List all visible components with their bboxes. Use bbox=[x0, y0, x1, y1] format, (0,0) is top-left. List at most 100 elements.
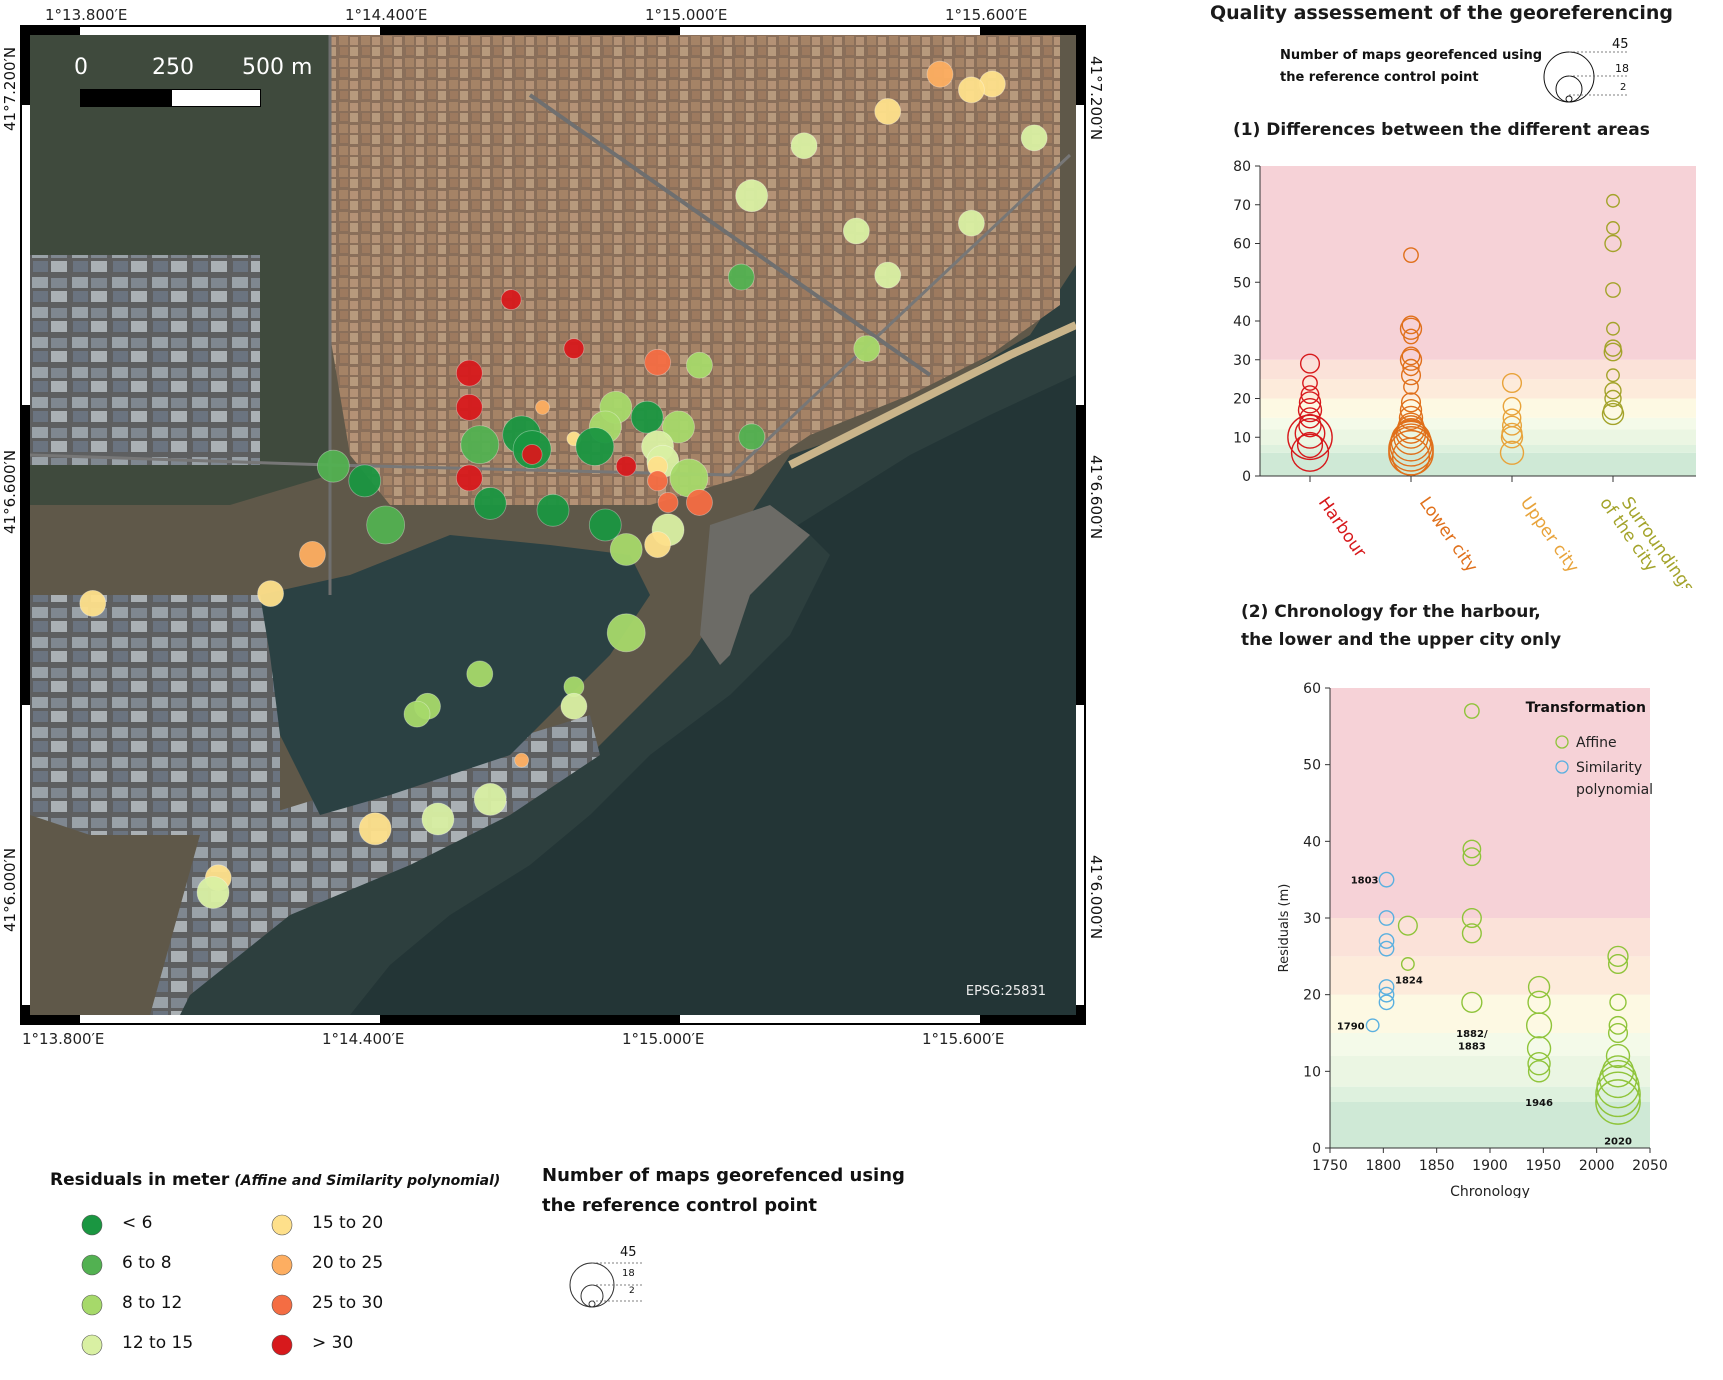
chart2-y-tick-label: 20 bbox=[1303, 988, 1321, 1004]
chart2-point bbox=[1378, 940, 1395, 957]
chart1-y-tick-label: 70 bbox=[1233, 198, 1251, 214]
residual-point bbox=[735, 179, 769, 213]
chart1-point bbox=[1403, 328, 1419, 345]
chart1-point bbox=[1606, 221, 1620, 235]
chart2-y-tick-label: 60 bbox=[1303, 681, 1321, 697]
chart1-band bbox=[1260, 445, 1696, 453]
residual-point bbox=[588, 508, 622, 542]
residual-point bbox=[455, 359, 483, 387]
size-legend-circles bbox=[569, 1262, 642, 1308]
chart2-point bbox=[1461, 907, 1482, 929]
residual-point bbox=[535, 399, 550, 415]
residual-point bbox=[958, 209, 985, 237]
chart2-annotation: 1882/ bbox=[1456, 1029, 1488, 1040]
chart2-point bbox=[1461, 923, 1482, 944]
chart1-point bbox=[1502, 396, 1522, 416]
legend-class-label: 8 to 12 bbox=[122, 1293, 183, 1313]
chart2-point bbox=[1595, 1071, 1641, 1118]
chart1-point bbox=[1401, 315, 1421, 335]
chart2-point bbox=[1608, 1015, 1628, 1035]
chart2-band bbox=[1330, 1033, 1650, 1056]
residual-point bbox=[521, 444, 543, 465]
residual-point bbox=[657, 492, 679, 513]
chart1-point bbox=[1500, 426, 1524, 449]
legend-swatch bbox=[271, 1334, 293, 1356]
residual-point bbox=[536, 493, 570, 527]
size-legend-top-circles bbox=[1543, 51, 1627, 103]
residual-point bbox=[615, 455, 637, 477]
left-lat-tick: 41°6.600′N bbox=[1, 449, 19, 534]
bottom-lon-tick: 1°13.800′E bbox=[22, 1030, 105, 1048]
chart2-y-tick-label: 0 bbox=[1312, 1141, 1321, 1157]
chart1-y-tick-label: 10 bbox=[1233, 430, 1251, 446]
residual-point bbox=[647, 470, 668, 492]
residual-point bbox=[257, 580, 284, 607]
legend-class-label: 12 to 15 bbox=[122, 1333, 194, 1353]
panel-main-title: Quality assessement of the georeferencin… bbox=[1210, 2, 1674, 24]
chart2-legend-swatch bbox=[1555, 735, 1569, 749]
chart2-y-tick-label: 50 bbox=[1303, 758, 1321, 774]
residual-point bbox=[738, 423, 766, 451]
chart2-band bbox=[1330, 688, 1650, 918]
chart2-y-tick-label: 40 bbox=[1303, 834, 1321, 850]
chart2-point bbox=[1365, 1018, 1380, 1033]
chart1-point bbox=[1300, 385, 1320, 405]
size-legend-value-18: 18 bbox=[622, 1268, 635, 1279]
chart1-point bbox=[1290, 433, 1330, 472]
chart1-point bbox=[1605, 282, 1621, 298]
chart2-point bbox=[1463, 703, 1480, 719]
residual-point bbox=[460, 425, 500, 465]
bottom-lon-tick: 1°14.400′E bbox=[322, 1030, 405, 1048]
chart2-title-2: the lower and the upper city only bbox=[1241, 630, 1562, 650]
chart1-point bbox=[1299, 353, 1321, 374]
chart1-band bbox=[1260, 379, 1696, 399]
chart2-legend-label: Affine bbox=[1576, 735, 1617, 751]
chart2-legend-label: Similarity polynomial bbox=[1576, 760, 1653, 798]
chart2-band bbox=[1330, 956, 1650, 995]
chart1-y-tick-label: 20 bbox=[1233, 392, 1251, 408]
residual-point bbox=[514, 752, 530, 768]
chart2-point bbox=[1378, 979, 1395, 995]
right-lat-tick: 41°6.000′N bbox=[1087, 855, 1105, 940]
chart2-x-tick-label: 1750 bbox=[1312, 1158, 1348, 1174]
chart1-point bbox=[1499, 440, 1525, 465]
chart2-point bbox=[1607, 1022, 1629, 1044]
chart1-band bbox=[1260, 166, 1696, 360]
chart2-annotation: 1824 bbox=[1395, 975, 1423, 986]
scalebar-white-segment bbox=[171, 89, 261, 107]
chart2-x-tick-label: 2050 bbox=[1632, 1158, 1668, 1174]
residual-point bbox=[1020, 124, 1048, 152]
residual-point bbox=[644, 531, 671, 559]
chart2-point bbox=[1378, 994, 1395, 1011]
chart2-point bbox=[1527, 1051, 1551, 1076]
chart1-point bbox=[1399, 317, 1423, 340]
chart2-x-tick-label: 1850 bbox=[1419, 1158, 1455, 1174]
chart1-point bbox=[1390, 420, 1432, 462]
size-legend-top-title-1: Number of maps georefenced using bbox=[1280, 48, 1543, 63]
chart1-point bbox=[1401, 346, 1421, 366]
chart2-title-1: (2) Chronology for the harbour, bbox=[1241, 602, 1541, 622]
residual-point bbox=[630, 400, 664, 434]
legend-class-label: < 6 bbox=[122, 1213, 153, 1233]
chart2-point bbox=[1400, 957, 1415, 971]
chart1-point bbox=[1294, 417, 1326, 449]
chart1-category-label: Lower city bbox=[1415, 493, 1481, 576]
chart1-point bbox=[1403, 378, 1419, 395]
chart2-point bbox=[1397, 915, 1418, 936]
residual-class-swatches bbox=[81, 1214, 293, 1356]
chart1-point bbox=[1302, 375, 1318, 391]
scalebar-label-250: 250 bbox=[152, 55, 194, 80]
legend-swatch bbox=[81, 1294, 103, 1316]
chart2-x-tick-label: 1800 bbox=[1366, 1158, 1402, 1174]
chart2-x-tick-label: 2000 bbox=[1579, 1158, 1615, 1174]
chart2-point bbox=[1378, 986, 1395, 1003]
chart2-annotation: 1790 bbox=[1337, 1021, 1365, 1032]
chart1-point bbox=[1601, 402, 1625, 426]
chart2-x-axis-label: Chronology bbox=[1450, 1184, 1530, 1198]
chart1-point bbox=[1391, 437, 1431, 476]
size-legend-top-title-2: the reference control point bbox=[1280, 70, 1479, 85]
residual-point bbox=[662, 410, 695, 444]
top-lon-tick: 1°14.400′E bbox=[345, 6, 428, 24]
chart2-x-tick-label: 1950 bbox=[1526, 1158, 1562, 1174]
residual-point bbox=[196, 876, 230, 909]
